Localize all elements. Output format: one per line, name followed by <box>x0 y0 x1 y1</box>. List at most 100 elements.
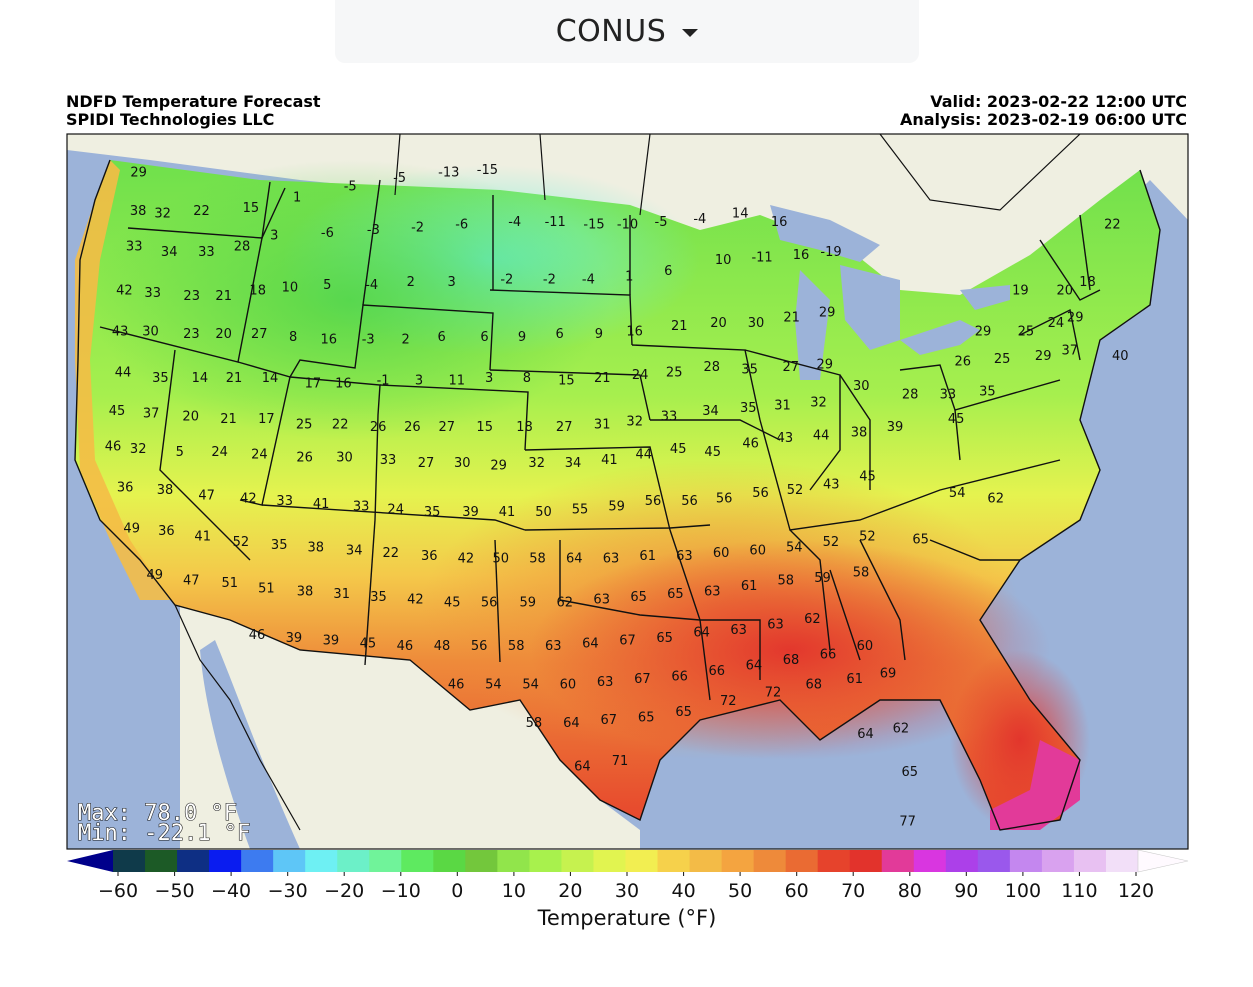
colorbar-segment <box>529 850 563 872</box>
station-temp-value: 21 <box>671 319 688 334</box>
colorbar-tick-label: 40 <box>672 880 696 902</box>
colorbar-segment <box>593 850 627 872</box>
station-temp-value: 56 <box>481 595 498 610</box>
station-temp-value: 16 <box>626 324 643 339</box>
station-temp-value: 36 <box>158 524 175 539</box>
station-temp-value: 34 <box>346 543 363 558</box>
station-temp-value: 27 <box>783 360 800 375</box>
station-temp-value: 63 <box>597 675 614 690</box>
colorbar-tick-label: 0 <box>451 880 463 902</box>
station-temp-value: -2 <box>543 272 556 287</box>
colorbar-segment <box>177 850 210 872</box>
station-temp-value: 32 <box>810 396 827 411</box>
station-temp-value: 64 <box>693 626 710 641</box>
station-temp-value: 23 <box>183 327 200 342</box>
colorbar-tick-label: 50 <box>728 880 752 902</box>
great-lakes <box>770 205 1010 380</box>
station-temp-value: -5 <box>344 179 357 194</box>
colorbar-segment <box>689 850 723 872</box>
station-temp-value: 46 <box>448 678 465 693</box>
station-temp-value: 30 <box>853 379 870 394</box>
station-temp-value: 42 <box>458 552 475 567</box>
station-temp-value: 26 <box>955 355 972 370</box>
station-temp-value: 6 <box>555 327 563 342</box>
station-temp-value: 66 <box>820 647 837 662</box>
colorbar-segment <box>561 850 595 872</box>
station-temp-value: 29 <box>819 305 836 320</box>
station-temp-value: 68 <box>783 653 800 668</box>
station-temp-value: 24 <box>251 448 268 463</box>
station-temp-value: -5 <box>393 171 406 186</box>
station-temp-value: 54 <box>786 541 803 556</box>
station-temp-value: 19 <box>1012 283 1029 298</box>
station-temp-value: 21 <box>215 289 232 304</box>
station-temp-value: 2 <box>402 333 410 348</box>
colorbar-segment <box>209 850 242 872</box>
station-temp-value: 26 <box>404 420 421 435</box>
station-temp-value: 6 <box>437 330 445 345</box>
station-temp-value: 23 <box>183 289 200 304</box>
station-temp-value: 22 <box>383 546 400 561</box>
station-temp-value: 58 <box>508 639 525 654</box>
station-temp-value: 56 <box>752 486 769 501</box>
station-temp-value: -5 <box>655 215 668 230</box>
station-temp-value: 27 <box>418 456 435 471</box>
station-temp-value: 37 <box>143 407 160 422</box>
station-temp-value: 64 <box>566 552 583 567</box>
temperature-colorbar <box>67 849 1189 873</box>
station-temp-value: 3 <box>415 374 423 389</box>
station-temp-value: 49 <box>123 522 140 537</box>
station-temp-value: 48 <box>434 639 451 654</box>
station-temp-value: 61 <box>741 579 758 594</box>
colorbar-tick-label: 60 <box>785 880 809 902</box>
station-temp-value: 54 <box>522 678 539 693</box>
station-temp-value: 38 <box>130 204 147 219</box>
station-temp-value: 66 <box>671 669 688 684</box>
map-header-left: NDFD Temperature Forecast SPIDI Technolo… <box>66 93 321 129</box>
colorbar-segment <box>881 850 915 872</box>
station-temp-value: 68 <box>806 678 823 693</box>
station-temp-value: 42 <box>407 593 424 608</box>
station-temp-value: 43 <box>823 478 840 493</box>
station-temp-value: 52 <box>787 483 804 498</box>
colorbar-segment <box>849 850 883 872</box>
caret-down-icon[interactable] <box>682 28 699 37</box>
station-temp-value: 3 <box>485 371 493 386</box>
station-temp-value: 35 <box>152 371 169 386</box>
station-temp-value: 22 <box>332 418 349 433</box>
station-temp-value: 16 <box>321 333 338 348</box>
station-temp-value: 33 <box>276 494 293 509</box>
station-temp-value: 67 <box>619 634 636 649</box>
station-temp-value: 39 <box>887 420 904 435</box>
station-temp-value: 16 <box>771 215 788 230</box>
station-temp-value: 62 <box>987 491 1004 506</box>
map-frame <box>66 133 1189 850</box>
colorbar-tick-label: −40 <box>211 880 251 902</box>
station-temp-value: 50 <box>493 552 510 567</box>
station-temp-value: 64 <box>746 658 763 673</box>
station-temp-value: 66 <box>709 664 726 679</box>
station-temp-value: 72 <box>720 694 737 709</box>
station-temp-value: 35 <box>979 385 996 400</box>
station-temp-value: 45 <box>859 470 876 485</box>
station-temp-value: 45 <box>360 636 377 651</box>
station-temp-value: 62 <box>893 721 910 736</box>
station-temp-value: -4 <box>508 215 521 230</box>
station-temp-value: 56 <box>716 491 733 506</box>
station-temp-value: 38 <box>297 584 314 599</box>
station-temp-value: 72 <box>765 686 782 701</box>
colorbar-segment <box>433 850 466 872</box>
station-temp-value: 60 <box>749 543 766 558</box>
station-temp-value: 58 <box>529 552 546 567</box>
station-temp-value: 33 <box>126 240 143 255</box>
station-temp-value: 32 <box>154 207 171 222</box>
station-temp-value: 27 <box>251 327 268 342</box>
region-select-dropdown[interactable]: CONUS <box>335 0 919 63</box>
colorbar-min-arrow <box>67 850 113 872</box>
west-coast-orange <box>75 160 170 600</box>
station-temp-value: 25 <box>666 366 683 381</box>
station-temp-value: 20 <box>215 327 232 342</box>
station-temp-value: -10 <box>617 218 638 233</box>
station-temp-value: 64 <box>857 727 874 742</box>
station-temp-value: 29 <box>490 459 507 474</box>
